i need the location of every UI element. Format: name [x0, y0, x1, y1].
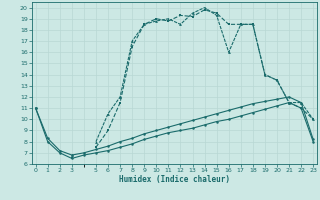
X-axis label: Humidex (Indice chaleur): Humidex (Indice chaleur) — [119, 175, 230, 184]
